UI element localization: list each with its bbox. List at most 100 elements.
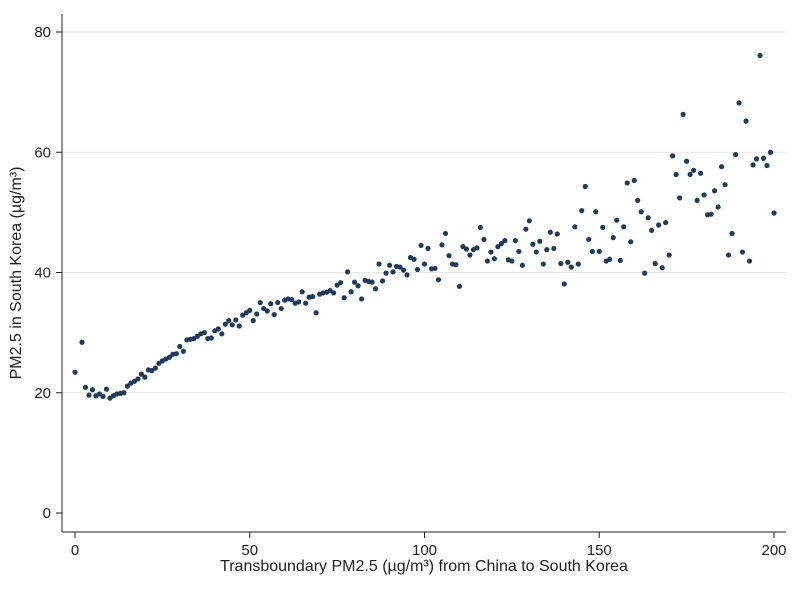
data-point [586,236,592,243]
data-point [491,256,497,262]
y-axis-title: PM2.5 in South Korea (µg/m³) [8,167,25,380]
data-point [701,192,707,198]
y-tick-label: 80 [34,24,51,41]
data-point [379,278,386,284]
data-point [418,242,424,249]
data-point [614,217,620,223]
data-point [516,248,522,255]
data-point [404,272,410,278]
data-point [345,269,351,275]
data-point [698,170,704,176]
data-point [453,262,459,268]
data-point [760,155,767,161]
data-point [659,265,665,271]
data-point [414,266,421,273]
data-point [502,238,508,244]
data-point [268,301,274,307]
data-point [303,300,309,306]
data-point [72,369,78,375]
data-point [481,236,487,243]
data-point [442,230,449,237]
data-point [645,215,651,221]
data-point [372,286,379,292]
data-point [551,245,557,252]
data-point [233,317,239,323]
data-point [750,162,756,168]
data-point [166,354,172,360]
data-point [250,318,256,324]
data-point [289,296,295,303]
data-point [348,289,354,295]
x-tick-label: 100 [412,542,437,559]
data-point [743,118,749,124]
data-point [275,299,281,306]
data-point [677,195,683,201]
data-point [264,308,270,314]
data-point [579,207,585,214]
data-point [753,156,760,162]
data-point [355,283,361,289]
data-point [463,246,470,252]
data-point [484,258,491,264]
data-point [537,238,543,244]
data-point [565,259,571,265]
data-point [533,249,539,255]
data-point [219,331,225,337]
data-point [624,180,630,186]
data-point [600,224,606,231]
data-point [121,390,127,396]
data-point [236,323,242,329]
data-point [411,256,417,262]
data-point [341,295,347,301]
data-point [509,258,515,264]
y-tick-label: 0 [43,505,51,522]
data-point [558,260,564,267]
data-point [708,211,714,217]
data-point [519,262,525,268]
data-point [177,343,183,350]
data-point [739,249,746,255]
data-point [621,224,627,230]
data-point [103,386,110,392]
data-point [582,183,588,190]
data-point [201,330,207,336]
data-point [376,261,382,267]
data-point [593,209,599,215]
data-point [397,264,403,270]
x-tick-label: 200 [761,542,786,559]
data-point [670,153,676,159]
data-point [180,348,186,354]
data-point [656,222,662,228]
data-point [771,210,777,216]
data-point [390,269,396,275]
data-point [495,244,501,250]
data-point [138,371,145,377]
data-point [152,365,158,371]
data-point [338,280,344,286]
data-point [757,52,763,59]
data-point [477,224,484,231]
data-point [296,299,302,305]
data-point [666,252,672,258]
data-point [299,289,305,295]
data-point [680,111,686,117]
data-point [638,209,644,215]
data-point [628,239,634,245]
data-point [89,387,96,393]
data-point [635,197,641,203]
data-point [313,310,319,316]
data-point [732,152,739,158]
data-point [663,219,669,226]
data-point [736,100,742,106]
data-point [767,149,774,155]
data-point [596,248,602,255]
data-point [718,164,725,170]
axes [56,14,786,538]
data-point [310,293,316,300]
data-point [607,256,613,262]
data-point [589,248,595,255]
data-point [229,322,235,328]
data-point [208,335,214,341]
